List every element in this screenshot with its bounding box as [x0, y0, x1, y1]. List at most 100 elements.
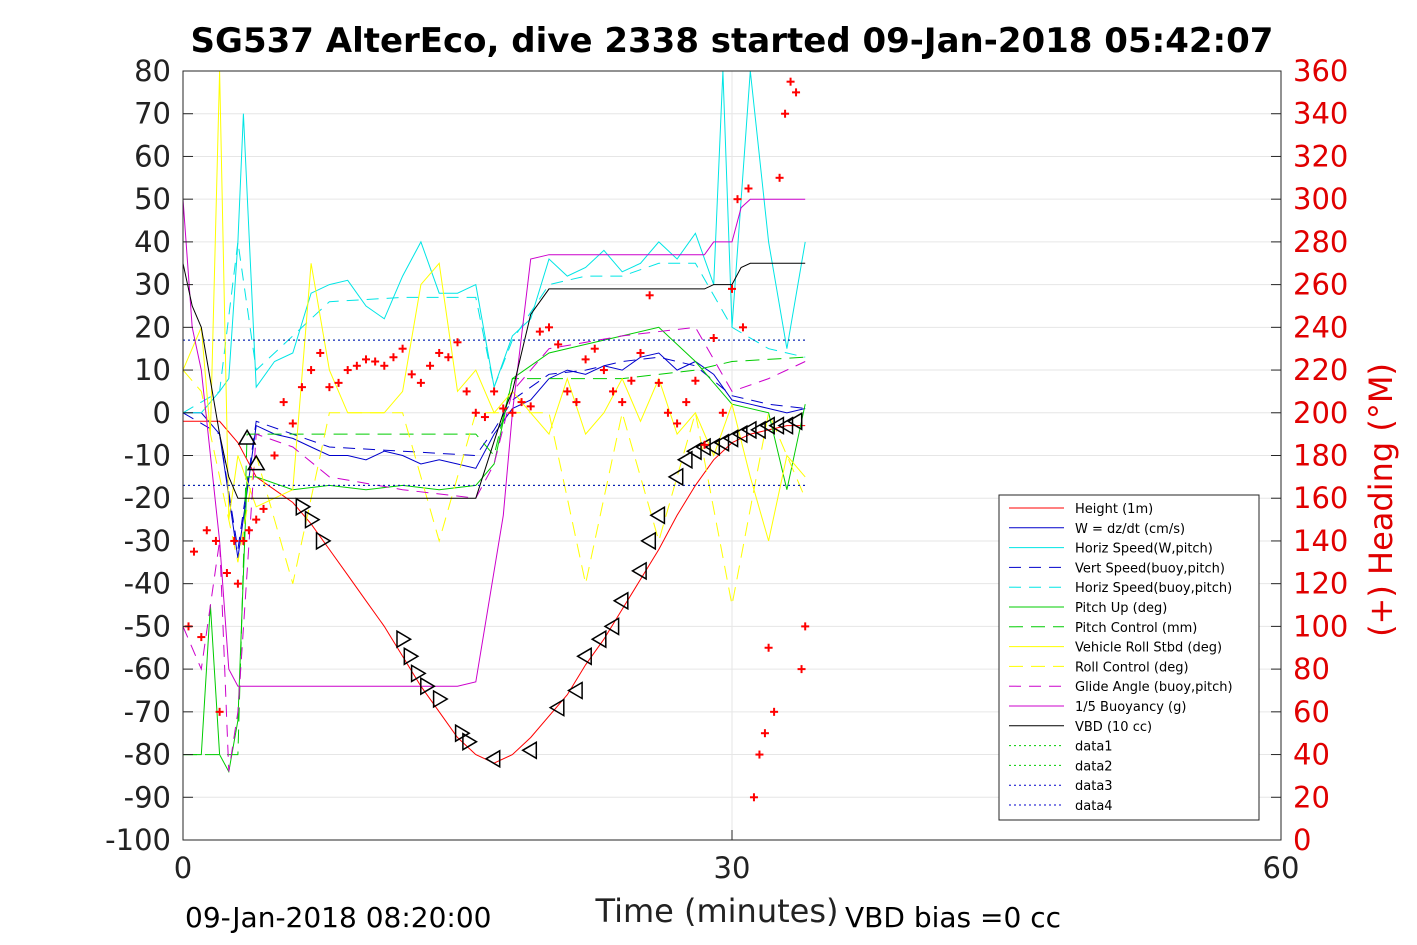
- y-left-tick-label: -40: [124, 567, 171, 601]
- y-left-tick-label: 70: [134, 97, 171, 131]
- triangle-marker: [304, 510, 321, 529]
- y-left-tick-label: 60: [134, 139, 171, 173]
- heading-point: [380, 361, 389, 370]
- legend-label: 1/5 Buoyancy (g): [1075, 700, 1186, 715]
- legend-label: VBD (10 cc): [1075, 720, 1152, 735]
- triangle-marker: [295, 497, 312, 517]
- heading-point: [718, 408, 727, 417]
- heading-point: [352, 361, 361, 370]
- heading-point: [211, 536, 220, 545]
- series-line-10: [182, 326, 806, 772]
- triangle-marker: [237, 428, 257, 445]
- triangle-marker: [567, 681, 583, 700]
- y-right-tick-label: 0: [1293, 823, 1311, 857]
- heading-point: [435, 348, 444, 357]
- heading-markers: [184, 77, 810, 802]
- heading-point: [288, 419, 297, 428]
- legend-box: [998, 494, 1260, 821]
- y-left-tick-label: 20: [134, 310, 171, 344]
- heading-point: [627, 376, 636, 385]
- heading-point: [389, 353, 398, 362]
- heading-point: [581, 355, 590, 364]
- heading-point: [654, 378, 663, 387]
- heading-point: [645, 291, 654, 300]
- heading-point: [362, 355, 370, 364]
- series-line-9: [182, 369, 806, 606]
- series-line-8: [182, 70, 806, 542]
- heading-point: [307, 366, 316, 375]
- triangle-markers: [237, 411, 803, 769]
- heading-point: [453, 338, 462, 347]
- y-right-tick-label: 340: [1293, 97, 1348, 131]
- series-line-11: [182, 198, 806, 687]
- legend-label: Vehicle Roll Stbd (deg): [1075, 641, 1222, 656]
- y-right-tick-label: 320: [1293, 139, 1348, 173]
- heading-point: [325, 383, 334, 392]
- x-axis-label: Time (minutes): [595, 892, 839, 930]
- triangle-marker: [548, 698, 565, 717]
- heading-point: [490, 387, 499, 396]
- heading-point: [202, 526, 211, 535]
- triangle-marker: [396, 629, 413, 649]
- triangle-marker: [590, 629, 607, 649]
- heading-point: [749, 793, 758, 802]
- heading-point: [682, 398, 691, 407]
- heading-point: [215, 707, 224, 716]
- legend: Height (1m) W = dz/dt (cm/s) Horiz Speed(W…: [998, 494, 1260, 821]
- heading-point: [563, 387, 572, 396]
- y-left-tick-label: 50: [134, 182, 171, 216]
- y-left-tick-label: -70: [124, 695, 171, 729]
- heading-point: [744, 184, 753, 193]
- triangle-marker: [768, 416, 785, 435]
- triangle-marker: [722, 429, 739, 448]
- heading-point: [462, 387, 471, 396]
- y-right-tick-label: 200: [1293, 396, 1348, 430]
- heading-point: [517, 398, 526, 407]
- y-axis-left: 80 70 60 50 40 30 20 10 0 -10 -20 -30 -40 -50 -60 -70 -8…: [105, 54, 193, 857]
- heading-point: [259, 504, 268, 513]
- triangle-marker: [786, 411, 803, 431]
- heading-point: [590, 344, 599, 353]
- triangle-marker: [576, 646, 592, 666]
- y-left-tick-label: -30: [124, 524, 171, 558]
- triangle-marker: [731, 424, 748, 444]
- triangle-marker: [631, 561, 647, 581]
- y-left-tick-label: -10: [124, 439, 171, 473]
- heading-point: [316, 348, 325, 357]
- y-left-tick-label: 30: [134, 268, 171, 302]
- series-lines: [182, 70, 806, 774]
- heading-point: [233, 579, 242, 588]
- heading-point: [801, 622, 810, 631]
- triangle-marker: [640, 531, 657, 551]
- heading-point: [508, 408, 517, 417]
- series-line-7: [183, 356, 806, 756]
- triangle-marker: [612, 591, 629, 611]
- heading-point: [230, 536, 239, 545]
- legend-label: data2: [1075, 759, 1113, 774]
- legend-label: Pitch Up (deg): [1075, 601, 1167, 616]
- heading-point: [700, 440, 709, 449]
- heading-point: [673, 419, 682, 428]
- legend-items: Height (1m) W = dz/dt (cm/s) Horiz Speed(W…: [1009, 502, 1233, 814]
- heading-point: [480, 413, 489, 422]
- triangle-marker: [420, 676, 436, 696]
- heading-point: [775, 173, 784, 182]
- legend-label: Roll Control (deg): [1075, 660, 1189, 675]
- heading-point: [499, 404, 508, 413]
- heading-point: [407, 370, 416, 379]
- legend-label: Pitch Control (mm): [1075, 621, 1197, 636]
- heading-point: [189, 547, 198, 556]
- heading-point: [197, 633, 206, 642]
- y-axis-right-label: (+) Heading (°M): [1362, 363, 1400, 637]
- heading-point: [239, 536, 248, 545]
- heading-point: [770, 707, 779, 716]
- heading-point: [709, 334, 718, 343]
- legend-label: Horiz Speed(buoy,pitch): [1075, 581, 1232, 596]
- y-left-tick-label: 10: [134, 353, 171, 387]
- y-right-tick-label: 160: [1293, 481, 1348, 515]
- triangle-marker: [603, 617, 620, 636]
- x-tick-label: 30: [714, 851, 751, 885]
- x-axis: 0 30 60: [174, 830, 1299, 885]
- triangle-marker: [649, 505, 666, 525]
